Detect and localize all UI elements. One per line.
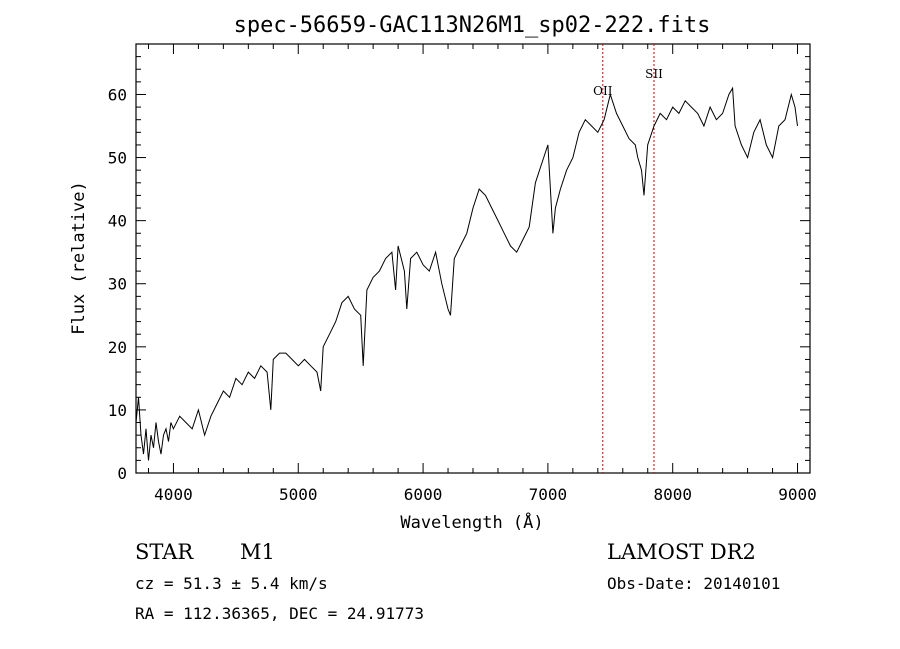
x-tick-label: 4000 xyxy=(154,485,193,504)
x-tick-label: 6000 xyxy=(404,485,443,504)
x-tick-label: 8000 xyxy=(653,485,692,504)
coordinates: RA = 112.36365, DEC = 24.91773 xyxy=(135,604,424,623)
object-type: STAR xyxy=(135,540,194,564)
y-tick-label: 30 xyxy=(108,275,127,294)
x-tick-label: 5000 xyxy=(279,485,318,504)
chart-title: spec-56659-GAC113N26M1_sp02-222.fits xyxy=(234,13,711,38)
y-tick-label: 60 xyxy=(108,85,127,104)
line-marker-label: SII xyxy=(645,67,663,81)
obs-date: Obs-Date: 20140101 xyxy=(607,574,781,593)
y-tick-label: 20 xyxy=(108,338,127,357)
y-axis-label: Flux (relative) xyxy=(69,181,89,335)
object-subclass: M1 xyxy=(240,540,275,564)
y-tick-label: 50 xyxy=(108,149,127,168)
line-markers: OII SII xyxy=(593,44,663,473)
x-axis: 4000 5000 6000 7000 8000 9000 xyxy=(147,44,817,504)
x-axis-label: Wavelength (Å) xyxy=(400,511,543,533)
spectrum-line xyxy=(135,86,798,461)
y-tick-label: 10 xyxy=(108,401,127,420)
x-tick-label: 7000 xyxy=(529,485,568,504)
y-axis: 0 10 20 30 40 50 60 xyxy=(108,56,810,483)
y-tick-label: 0 xyxy=(117,464,127,483)
redshift-info: cz = 51.3 ± 5.4 km/s xyxy=(135,574,328,593)
x-tick-label: 9000 xyxy=(778,485,817,504)
y-tick-label: 40 xyxy=(108,212,127,231)
survey-name: LAMOST DR2 xyxy=(607,540,756,564)
plot-frame xyxy=(135,43,811,474)
line-marker-label: OII xyxy=(593,84,613,98)
